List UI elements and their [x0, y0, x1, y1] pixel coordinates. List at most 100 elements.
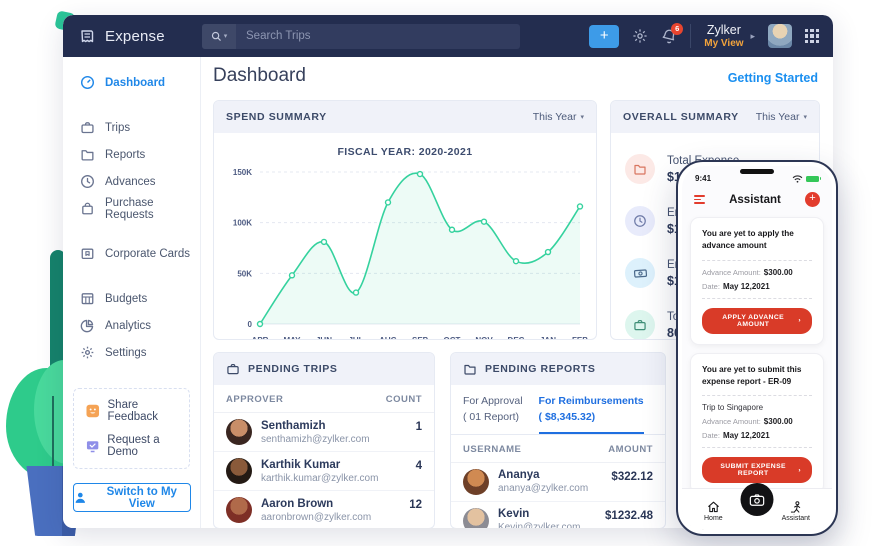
field-value: May 12,2021	[722, 281, 770, 291]
search-icon	[211, 31, 221, 41]
phone-nav-assistant[interactable]: Assistant	[782, 497, 810, 522]
overall-summary-title: OVERALL SUMMARY	[623, 111, 739, 123]
sidebar-item-corporate-cards[interactable]: Corporate Cards	[63, 240, 200, 267]
username: Ananya	[498, 469, 540, 481]
field-value: $300.00	[763, 417, 793, 427]
approver-name: Senthamizh	[261, 419, 326, 432]
sidebar-item-advances[interactable]: Advances	[63, 168, 200, 195]
feedback-box: Share Feedback Request a Demo	[73, 388, 190, 469]
search-scope-selector[interactable]: ▾	[202, 23, 236, 49]
svg-text:OCT: OCT	[444, 336, 461, 340]
sidebar-item-label: Corporate Cards	[105, 247, 191, 260]
folder-icon	[81, 150, 94, 161]
notification-badge: 6	[671, 22, 684, 35]
dashed-divider	[702, 395, 812, 397]
brand-logo[interactable]: Expense	[78, 27, 202, 46]
gear-icon	[633, 29, 647, 43]
table-row[interactable]: Kevin Kevin@zylker.com $1232.48	[451, 502, 665, 528]
overall-summary-filter[interactable]: This Year ▾	[755, 111, 807, 123]
wifi-icon	[792, 174, 803, 183]
tab-for-approval[interactable]: For Approval ( 01 Report)	[463, 395, 523, 423]
sidebar-item-budgets[interactable]: Budgets	[63, 285, 200, 312]
spend-summary-title: SPEND SUMMARY	[226, 111, 327, 123]
field-value: $300.00	[763, 267, 793, 277]
table-row[interactable]: Ananya ananya@zylker.com $322.12	[451, 463, 665, 502]
trip-count: 1	[415, 421, 422, 433]
sidebar-item-trips[interactable]: Trips	[63, 114, 200, 141]
tab-for-reimbursements[interactable]: For Reimbursements ( $8,345.32)	[538, 394, 644, 434]
top-navbar: Expense ▾ +	[63, 15, 833, 57]
spend-summary-header: SPEND SUMMARY This Year ▾	[214, 101, 596, 133]
notifications-bell[interactable]: 6	[661, 22, 684, 45]
sidebar-item-label: Budgets	[105, 292, 148, 305]
field-label: Date:	[702, 431, 720, 441]
getting-started-link[interactable]: Getting Started	[727, 71, 818, 85]
sidebar-item-dashboard[interactable]: Dashboard	[63, 69, 200, 96]
folder-icon	[625, 154, 655, 184]
sidebar: Dashboard Trips Reports A	[63, 57, 201, 528]
dashed-divider	[702, 297, 812, 299]
field-label: Date:	[702, 281, 720, 291]
trip-name: Trip to Singapore	[702, 403, 764, 413]
spend-summary-chart: 0 50K 100K 150K APR MAY JUN JUL AUG SEP OCT NOV DEC J…	[233, 168, 588, 340]
dashed-divider	[702, 447, 812, 449]
sidebar-item-label: Dashboard	[105, 76, 166, 89]
phone-time: 9:41	[695, 174, 712, 183]
plant-stem	[52, 396, 54, 474]
sidebar-item-label: Advances	[105, 175, 156, 188]
table-row[interactable]: Aaron Brown aaronbrown@zylker.com 12	[214, 491, 434, 528]
svg-text:AUG: AUG	[379, 336, 397, 340]
sidebar-item-reports[interactable]: Reports	[63, 141, 200, 168]
phone-nav-home[interactable]: Home	[704, 497, 723, 522]
svg-text:FEB: FEB	[572, 336, 588, 340]
home-icon	[707, 501, 719, 513]
apply-advance-button[interactable]: APPLY ADVANCE AMOUNT ›	[702, 307, 812, 334]
pie-chart-icon	[80, 319, 94, 333]
sidebar-item-settings[interactable]: Settings	[63, 339, 200, 366]
trip-count: 12	[409, 499, 422, 511]
svg-text:JUL: JUL	[348, 336, 363, 340]
cash-icon	[625, 258, 655, 288]
table-row[interactable]: Senthamizh senthamizh@zylker.com 1	[214, 413, 434, 452]
search-input[interactable]	[236, 30, 520, 42]
svg-text:JUN: JUN	[316, 336, 332, 340]
sidebar-item-label: Purchase Requests	[105, 196, 154, 221]
switch-to-my-view-button[interactable]: Switch to My View	[73, 483, 191, 512]
camera-button[interactable]	[740, 483, 774, 516]
avatar	[226, 497, 252, 523]
divider	[690, 24, 692, 48]
dashed-divider	[702, 259, 812, 261]
assistant-person-icon	[790, 501, 800, 513]
approver-email: aaronbrown@zylker.com	[261, 511, 372, 523]
sidebar-item-purchase-requests[interactable]: Purchase Requests	[63, 195, 200, 222]
user-avatar[interactable]	[768, 24, 793, 48]
quick-create-button[interactable]: +	[589, 24, 620, 48]
briefcase-icon	[81, 122, 94, 134]
sidebar-item-label: Trips	[105, 121, 131, 134]
phone-notch	[740, 169, 774, 174]
org-switcher[interactable]: Zylker My View ▸	[704, 23, 755, 49]
field-value: May 12,2021	[722, 431, 770, 441]
avatar	[463, 468, 489, 495]
spend-summary-filter[interactable]: This Year ▾	[532, 111, 584, 123]
avatar	[226, 458, 252, 484]
chevron-right-icon: ›	[798, 317, 801, 325]
svg-text:NOV: NOV	[475, 336, 493, 340]
brand-label: Expense	[105, 27, 165, 45]
app-launcher-icon[interactable]	[805, 29, 819, 43]
gear-icon	[81, 346, 94, 359]
pending-reports-header: PENDING REPORTS	[451, 353, 665, 385]
sidebar-item-analytics[interactable]: Analytics	[63, 312, 200, 339]
submit-report-button[interactable]: SUBMIT EXPENSE REPORT ›	[702, 457, 812, 484]
pending-reports-card: PENDING REPORTS For Approval ( 01 Report…	[450, 352, 666, 528]
share-feedback-link[interactable]: Share Feedback	[86, 399, 189, 423]
table-row[interactable]: Karthik Kumar karthik.kumar@zylker.com 4	[214, 452, 434, 491]
settings-icon[interactable]	[632, 28, 648, 44]
card-icon	[81, 248, 94, 260]
request-demo-link[interactable]: Request a Demo	[86, 434, 189, 458]
menu-icon[interactable]	[694, 194, 705, 205]
phone-header: Assistant +	[682, 183, 832, 213]
username: Kevin	[498, 508, 530, 520]
add-icon[interactable]: +	[805, 192, 820, 207]
trips-table-header: APPROVER COUNT	[214, 385, 434, 413]
